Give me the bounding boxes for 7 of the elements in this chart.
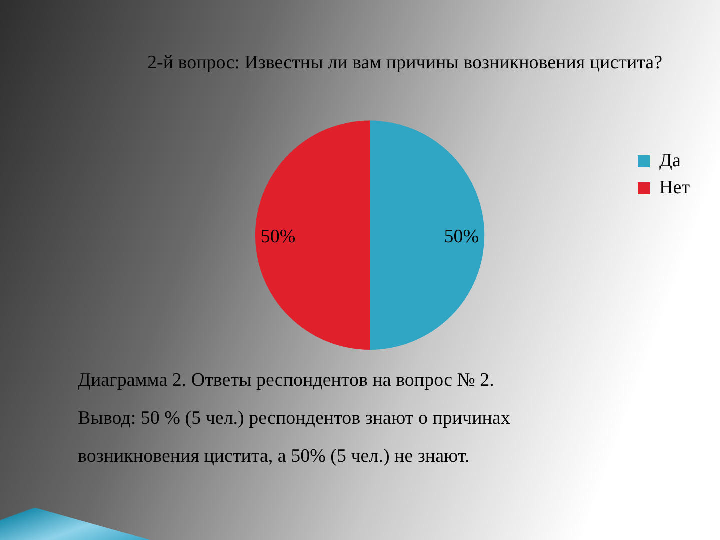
legend-label: Да: [660, 150, 682, 172]
text: Вывод: 50 % (5 чел.) респондентов знают о причинах возникновения цистита, а 50% (5 чел.) не знают.: [78, 407, 512, 469]
text: Диаграмма 2. Ответы респондентов на вопрос № 2.: [78, 369, 496, 393]
data-label: 50%: [444, 226, 480, 248]
data-label: 50%: [260, 226, 296, 248]
legend-label: Нет: [660, 177, 691, 198]
chart-title: 2-й вопрос: Известны ли вам причины возникновения цистита?: [147, 52, 663, 74]
